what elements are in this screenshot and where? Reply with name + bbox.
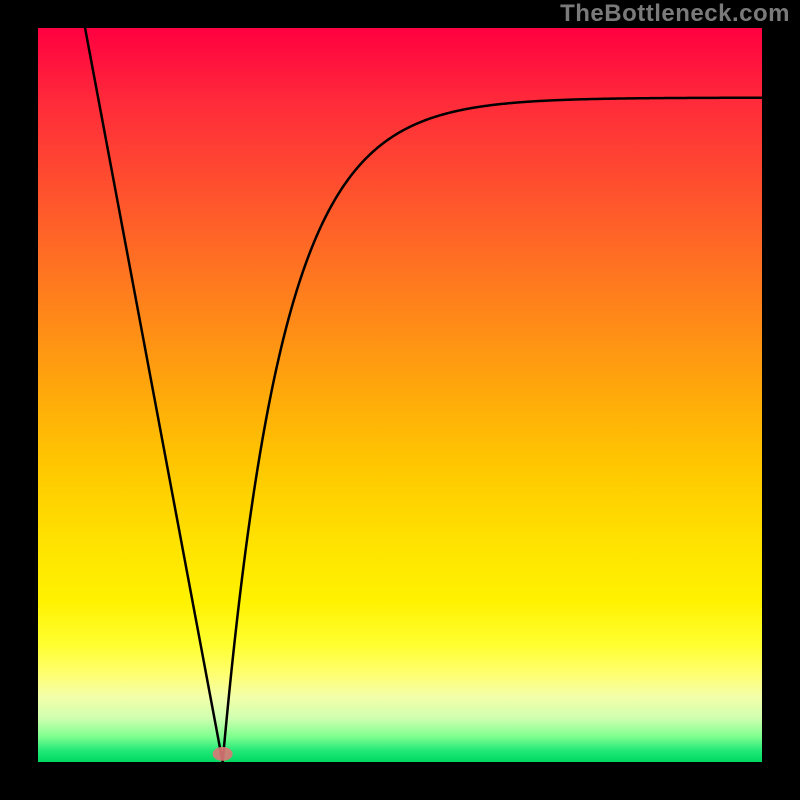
- watermark-text: TheBottleneck.com: [560, 0, 790, 28]
- stage: TheBottleneck.com: [0, 0, 800, 800]
- optimum-marker: [213, 747, 233, 761]
- plot-background: [38, 28, 762, 762]
- plot-area: [38, 28, 762, 762]
- plot-svg: [38, 28, 762, 762]
